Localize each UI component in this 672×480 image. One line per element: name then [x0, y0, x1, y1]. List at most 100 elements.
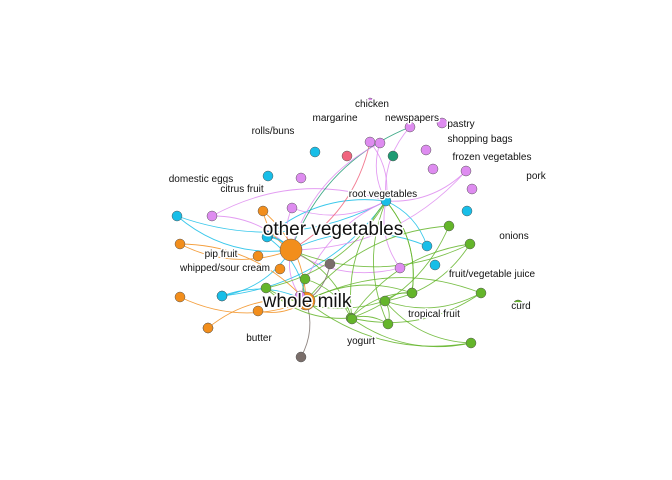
- graph-edge: [221, 200, 387, 297]
- node-onions: [461, 205, 473, 217]
- graph-edge: [384, 300, 472, 344]
- node-root-vegetables: [380, 195, 392, 207]
- node-label-butter: butter: [246, 333, 272, 344]
- node-shopping-bags: [420, 144, 432, 156]
- graph-edge: [305, 225, 450, 302]
- node-r29: [202, 322, 214, 334]
- graph-edge: [265, 287, 386, 309]
- graph-edge: [290, 126, 411, 251]
- node-label-whipped-sour-cream: whipped/sour cream: [179, 263, 270, 274]
- graph-edge: [179, 243, 292, 260]
- node-r22: [464, 238, 476, 250]
- node-label-pastry: pastry: [447, 119, 474, 130]
- node-other-vegetables: [279, 238, 303, 262]
- graph-edge: [207, 299, 307, 329]
- node-r18: [324, 258, 336, 270]
- graph-edge: [384, 292, 482, 309]
- node-r9: [257, 205, 269, 217]
- graph-edge: [290, 170, 467, 251]
- graph-edge: [290, 243, 471, 268]
- node-citrus-fruit: [295, 172, 307, 184]
- node-r23: [299, 273, 311, 285]
- node-label-whole-milk: whole milk: [262, 291, 352, 312]
- graph-edge: [350, 200, 387, 320]
- graph-edge: [290, 232, 428, 251]
- node-label-other-vegetables: other vegetables: [263, 219, 404, 240]
- node-label-curd: curd: [511, 301, 530, 312]
- node-label-fruit-vegetable-juice: fruit/vegetable juice: [449, 269, 536, 280]
- node-r15: [475, 287, 487, 299]
- node-r4: [364, 136, 376, 148]
- node-pork: [466, 183, 478, 195]
- graph-edge: [265, 200, 387, 289]
- node-label-chicken: chicken: [355, 99, 389, 110]
- node-r25: [174, 291, 186, 303]
- node-layer: [171, 97, 524, 363]
- graph-edge: [384, 243, 471, 302]
- graph-edge: [290, 141, 371, 251]
- node-label-onions: onions: [499, 231, 528, 242]
- graph-edge: [383, 200, 401, 269]
- graph-edge: [176, 200, 387, 233]
- node-r28: [295, 351, 307, 363]
- node-r21: [346, 313, 358, 325]
- graph-edge: [305, 300, 472, 347]
- node-r3: [286, 202, 298, 214]
- node-label-pip-fruit: pip fruit: [205, 249, 238, 260]
- edge-layer: [176, 126, 482, 358]
- node-label-margarine: margarine: [312, 113, 357, 124]
- node-r10: [443, 220, 455, 232]
- node-fruit-vegetable-juice: [429, 259, 441, 271]
- node-whipped-sour-cream: [274, 263, 286, 275]
- node-r1: [171, 210, 183, 222]
- node-r26: [261, 231, 273, 243]
- node-pastry: [436, 117, 448, 129]
- node-label-newspapers: newspapers: [385, 113, 439, 124]
- graph-edge: [385, 200, 414, 294]
- node-margarine: [341, 150, 353, 162]
- node-r31: [216, 290, 228, 302]
- node-label-root-vegetables: root vegetables: [349, 189, 417, 200]
- graph-edge: [267, 199, 387, 237]
- node-r24: [174, 238, 186, 250]
- node-r27: [252, 305, 264, 317]
- node-label-pork: pork: [526, 171, 546, 182]
- node-r8: [394, 262, 406, 274]
- label-layer: other vegetables whole milk root vegetable…: [167, 98, 548, 349]
- graph-edge: [176, 215, 292, 252]
- node-r2: [206, 210, 218, 222]
- node-label-yogurt: yogurt: [347, 336, 375, 347]
- graph-edge: [179, 243, 307, 302]
- graph-edge: [385, 200, 414, 294]
- node-label-frozen-vegetables: frozen vegetables: [453, 152, 532, 163]
- node-label-tropical-fruit: tropical fruit: [408, 309, 460, 320]
- node-rolls-buns: [309, 146, 321, 158]
- node-r30: [406, 287, 418, 299]
- node-pip-fruit: [252, 250, 264, 262]
- node-r16: [382, 318, 394, 330]
- graph-edge: [290, 142, 381, 251]
- graph-edge: [373, 200, 389, 325]
- node-label-domestic-eggs: domestic eggs: [169, 174, 233, 185]
- node-newspapers: [387, 150, 399, 162]
- node-curd: [512, 299, 524, 311]
- graph-edge: [385, 126, 411, 202]
- graph-edge: [211, 188, 387, 217]
- node-r11: [421, 240, 433, 252]
- graph-edge: [350, 225, 450, 319]
- node-chicken: [364, 97, 376, 109]
- graph-edge: [179, 296, 307, 314]
- graph-edge: [290, 249, 401, 274]
- graph-edge: [304, 278, 352, 319]
- graph-edge: [385, 170, 467, 202]
- graph-edge: [265, 287, 352, 319]
- node-domestic-eggs: [262, 170, 274, 182]
- node-frozen-vegetables: [427, 163, 439, 175]
- node-r6: [460, 165, 472, 177]
- node-tropical-fruit: [379, 295, 391, 307]
- graph-edge: [350, 292, 482, 323]
- node-label-shopping-bags: shopping bags: [447, 134, 512, 145]
- node-r17: [465, 337, 477, 349]
